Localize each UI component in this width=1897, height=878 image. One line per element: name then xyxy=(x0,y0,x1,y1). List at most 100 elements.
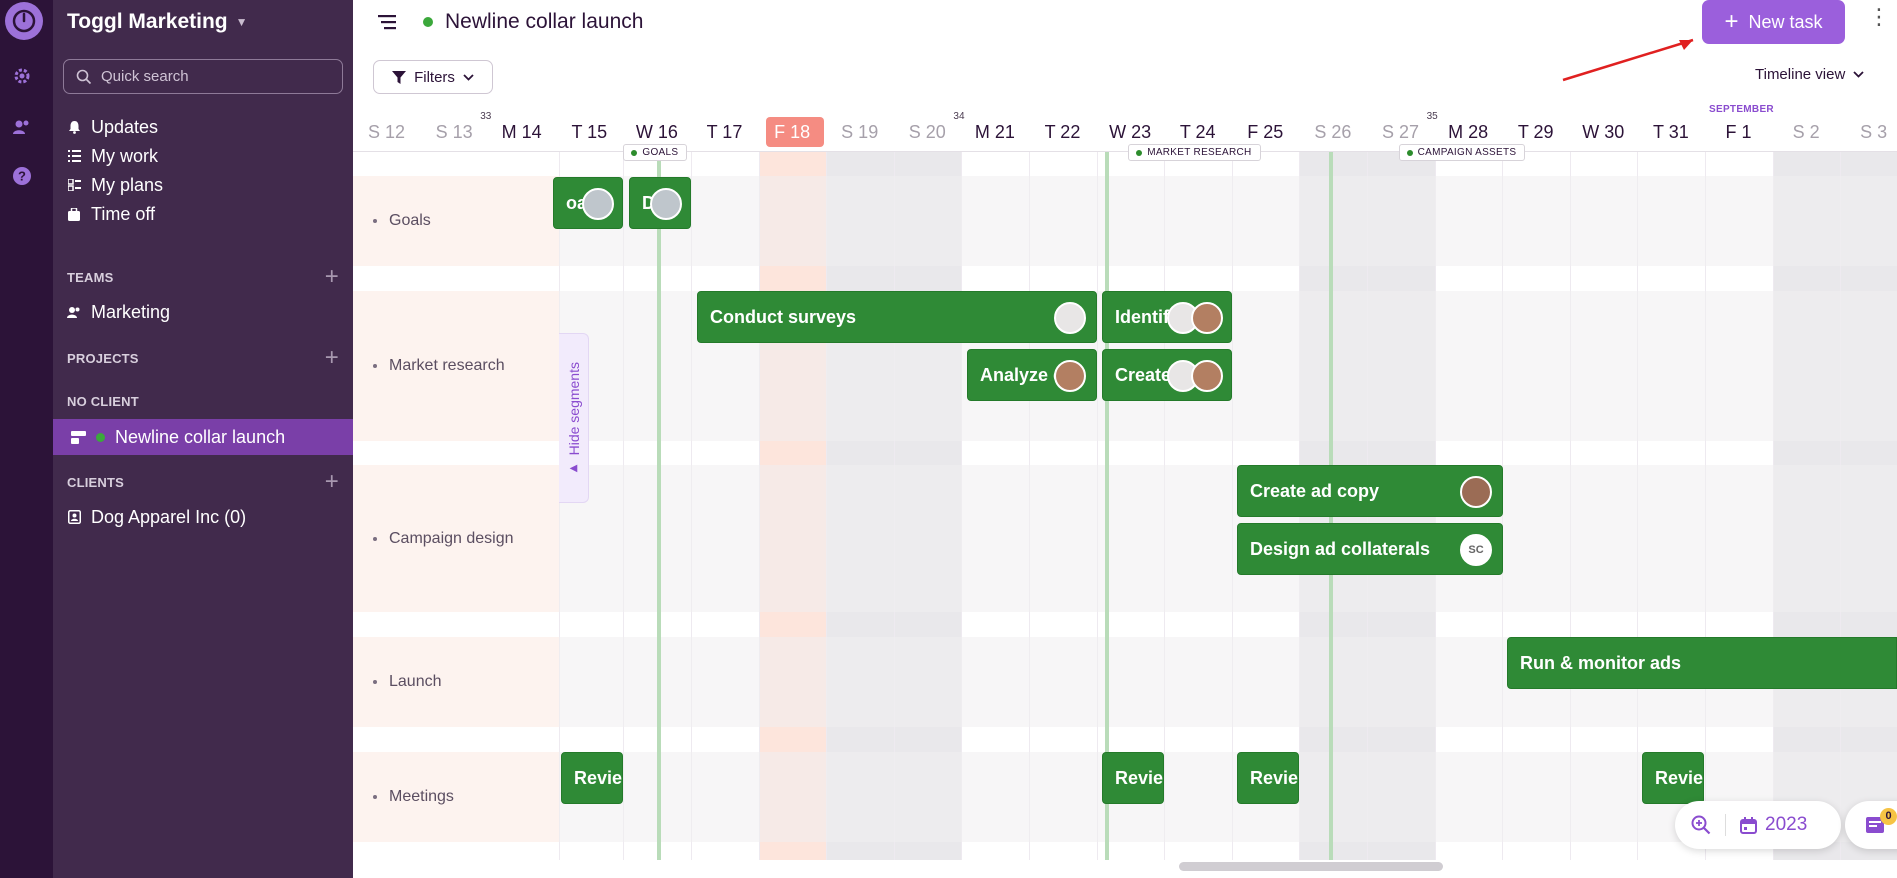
task-label: Identif xyxy=(1115,306,1169,327)
workspace-switcher[interactable]: Toggl Marketing ▼ xyxy=(67,10,248,34)
toggl-logo-icon[interactable] xyxy=(5,2,43,40)
view-switcher[interactable]: Timeline view xyxy=(1755,66,1864,83)
team-item-marketing[interactable]: Marketing xyxy=(67,298,170,326)
task-review-1[interactable]: Revie xyxy=(561,752,623,804)
row-band-campaign-design xyxy=(559,465,1897,612)
assignee-avatar xyxy=(1054,302,1086,334)
assignee-avatar xyxy=(650,188,682,220)
notifications-button[interactable]: 0 xyxy=(1845,801,1897,849)
segment-goals[interactable]: Goals xyxy=(353,176,559,266)
task-label: Analyze d xyxy=(980,364,1065,385)
task-goals-1[interactable]: oals xyxy=(553,177,623,229)
zoom-in-icon[interactable] xyxy=(1691,815,1711,835)
task-analyze[interactable]: Analyze d xyxy=(967,349,1097,401)
milestone-flag[interactable]: MARKET RESEARCH xyxy=(1128,144,1261,161)
row-band-goals xyxy=(559,176,1897,266)
suitcase-icon xyxy=(67,207,81,221)
hide-segments-toggle[interactable]: Hide segments ◀ xyxy=(559,333,589,503)
nav-my-plans[interactable]: My plans xyxy=(67,171,163,199)
date-cell: F 18 xyxy=(774,122,811,142)
task-design-ad-collaterals[interactable]: Design ad collaterals SC xyxy=(1237,523,1503,575)
add-team-plus-icon[interactable]: + xyxy=(324,263,339,290)
date-cell: M 28 xyxy=(1448,122,1489,142)
projects-section-header: PROJECTS + xyxy=(67,346,339,370)
filters-button[interactable]: Filters xyxy=(373,60,493,94)
nav-time-off[interactable]: Time off xyxy=(67,200,155,228)
task-create-ad-copy[interactable]: Create ad copy xyxy=(1237,465,1503,517)
date-cell: W 23 xyxy=(1109,122,1152,142)
horizontal-scrollbar[interactable] xyxy=(1179,862,1443,871)
task-conduct-surveys[interactable]: Conduct surveys xyxy=(697,291,1097,343)
project-item-label: Newline collar launch xyxy=(115,426,286,447)
add-client-plus-icon[interactable]: + xyxy=(324,468,339,495)
assignee-avatar xyxy=(1191,302,1223,334)
new-task-button[interactable]: + New task xyxy=(1702,0,1845,44)
help-icon[interactable]: ? xyxy=(11,165,33,187)
filter-funnel-icon xyxy=(392,70,407,84)
plans-icon xyxy=(67,178,81,192)
team-icon xyxy=(67,305,81,319)
segment-label: Goals xyxy=(389,212,431,229)
no-client-header: NO CLIENT xyxy=(67,394,339,409)
view-label: Timeline view xyxy=(1755,66,1846,83)
chevron-down-icon xyxy=(1853,71,1864,78)
segment-campaign-design[interactable]: Campaign design xyxy=(353,465,559,612)
segment-market-research[interactable]: Market research xyxy=(353,291,559,441)
task-review-3[interactable]: Revie xyxy=(1237,752,1299,804)
project-item-newline-collar-launch[interactable]: Newline collar launch xyxy=(53,419,353,455)
bullet xyxy=(373,219,377,223)
task-identify[interactable]: Identif xyxy=(1102,291,1232,343)
more-options-kebab-icon[interactable]: ⋮ xyxy=(1868,4,1890,29)
list-icon xyxy=(67,149,81,163)
nav-my-plans-label: My plans xyxy=(91,174,164,195)
task-review-2[interactable]: Revie xyxy=(1102,752,1164,804)
chevron-left-icon: ◀ xyxy=(569,463,578,475)
task-review-4[interactable]: Revie xyxy=(1642,752,1704,804)
bullet xyxy=(373,364,377,368)
filters-label: Filters xyxy=(414,68,455,86)
add-project-plus-icon[interactable]: + xyxy=(324,344,339,371)
segment-label: Launch xyxy=(389,673,442,690)
assignee-avatar xyxy=(1460,476,1492,508)
notification-count-badge: 0 xyxy=(1880,808,1897,825)
segment-launch[interactable]: Launch xyxy=(353,637,559,727)
date-cell: W 16 xyxy=(635,122,678,142)
segment-label: Meetings xyxy=(389,788,454,805)
client-item-label: Dog Apparel Inc (0) xyxy=(91,506,247,527)
collapse-sidebar-icon[interactable] xyxy=(378,14,398,30)
task-label: Revie xyxy=(574,767,622,788)
date-cell: S 20 xyxy=(908,122,946,142)
milestone-flag[interactable]: CAMPAIGN ASSETS xyxy=(1398,144,1526,161)
date-header: S 12 S 13 M 14 T 15 W 16 T 17 F 18 S 19 S 20 M 21… xyxy=(353,110,1897,152)
date-cell: W 30 xyxy=(1582,122,1625,142)
project-board-icon xyxy=(71,430,86,444)
settings-gear-icon[interactable] xyxy=(11,65,33,87)
milestone-flag[interactable]: GOALS xyxy=(623,144,688,161)
quick-search[interactable] xyxy=(63,59,343,94)
task-run-monitor-ads[interactable]: Run & monitor ads xyxy=(1507,637,1897,689)
search-icon xyxy=(76,69,92,84)
calendar-icon xyxy=(1740,816,1757,834)
task-label: Revie xyxy=(1250,767,1298,788)
nav-updates[interactable]: Updates xyxy=(67,113,158,141)
nav-my-work-label: My work xyxy=(91,145,158,166)
search-input[interactable] xyxy=(101,68,321,85)
assignee-initials-avatar: SC xyxy=(1460,534,1492,566)
bell-icon xyxy=(67,120,81,134)
nav-my-work[interactable]: My work xyxy=(67,142,158,170)
project-title: Newline collar launch xyxy=(445,10,644,33)
date-cell: T 22 xyxy=(1044,122,1081,142)
task-create[interactable]: Create xyxy=(1102,349,1232,401)
task-goals-2[interactable]: D xyxy=(629,177,691,229)
date-cell: S 13 xyxy=(435,122,473,142)
task-label: Revie xyxy=(1115,767,1163,788)
segment-label: Campaign design xyxy=(389,529,514,547)
people-icon[interactable] xyxy=(11,116,33,138)
nav-time-off-label: Time off xyxy=(91,203,156,224)
zoom-toolbar: 2023 xyxy=(1675,801,1841,849)
year-picker[interactable]: 2023 xyxy=(1740,814,1807,836)
segment-meetings[interactable]: Meetings xyxy=(353,752,559,842)
client-item-dog-apparel[interactable]: Dog Apparel Inc (0) xyxy=(67,503,246,531)
projects-heading: PROJECTS xyxy=(67,350,139,366)
date-cell: S 2 xyxy=(1792,122,1820,142)
